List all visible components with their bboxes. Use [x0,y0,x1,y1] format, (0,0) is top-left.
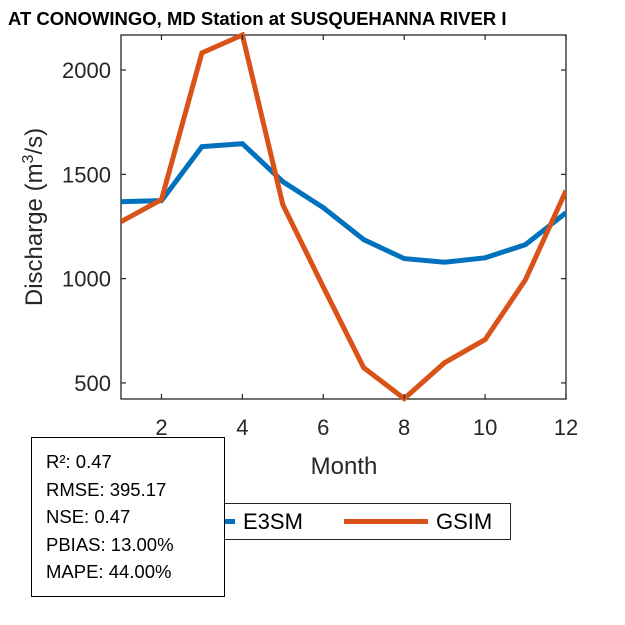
legend-label-gsim: GSIM [436,508,493,534]
stat-pbias: PBIAS: 13.00% [46,533,174,555]
legend-label-e3sm: E3SM [243,508,303,534]
axes-box [120,34,567,400]
x-tick-label: 12 [554,415,578,440]
stat-r2: R²: 0.47 [46,451,112,472]
y-tick-label: 500 [74,371,111,396]
legend-swatch-gsim [344,519,428,524]
y-axis-label-suffix: /s) [21,128,48,155]
stat-mape: MAPE: 44.00% [46,561,172,582]
stat-nse: NSE: 0.47 [46,506,131,527]
y-tick-label: 2000 [62,58,111,83]
x-tick-label: 2 [155,415,167,440]
x-tick-label: 8 [398,415,410,440]
y-axis-label-sup: 3 [20,154,37,163]
chart-title: AT CONOWINGO, MD Station at SUSQUEHANNA … [8,8,507,29]
y-tick-label: 1500 [62,162,111,187]
axes-frame [120,34,567,400]
series-line-gsim [121,32,566,402]
series-layer [121,32,566,402]
legend: E3SM GSIM [150,503,511,540]
y-axis-label-prefix: Discharge (m [21,163,48,306]
stats-box: R²: 0.47 RMSE: 395.17 NSE: 0.47 PBIAS: 1… [31,437,225,597]
x-tick-label: 6 [317,415,329,440]
legend-item-gsim: GSIM [344,504,492,539]
x-axis-label: Month [311,453,378,480]
series-line-e3sm [121,141,566,265]
x-tick-label: 10 [473,415,497,440]
x-tick-label: 4 [236,415,248,440]
ticks-layer: 2 4 6 8 10 12 500 1000 1500 2000 [62,35,578,440]
y-axis-label: Discharge (m3/s) [20,128,48,306]
stat-rmse: RMSE: 395.17 [46,478,167,500]
y-tick-label: 1000 [62,267,111,292]
